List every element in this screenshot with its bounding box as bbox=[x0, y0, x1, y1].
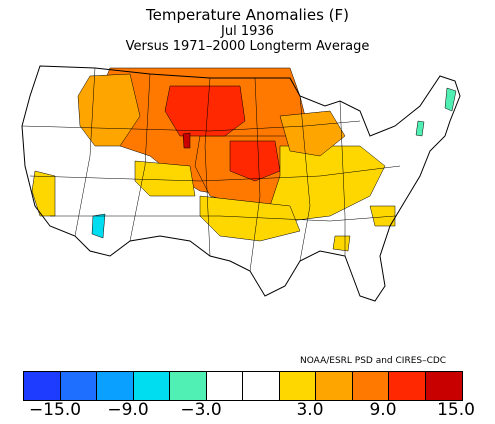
state-boundaries bbox=[21, 67, 401, 272]
region-ohio-valley-warm bbox=[269, 145, 386, 222]
legend-tick-label: −9.0 bbox=[107, 400, 149, 420]
map-baseline: Versus 1971–2000 Longterm Average bbox=[125, 39, 370, 54]
legend-swatch bbox=[389, 372, 426, 400]
legend-swatch bbox=[206, 372, 243, 400]
legend-tick-label: −3.0 bbox=[180, 400, 222, 420]
map-title: Temperature Anomalies (F) bbox=[145, 6, 349, 24]
color-legend bbox=[23, 371, 463, 401]
legend-swatch bbox=[97, 372, 134, 400]
region-iowa-very-hot bbox=[229, 140, 281, 182]
legend-swatch bbox=[60, 372, 97, 400]
map-period: Jul 1936 bbox=[221, 24, 274, 39]
region-wyoming-extreme bbox=[182, 132, 191, 149]
legend-swatch bbox=[170, 372, 207, 400]
region-az-cool bbox=[91, 213, 106, 239]
legend-swatch bbox=[279, 372, 316, 400]
region-ne-cool-1 bbox=[444, 87, 457, 112]
region-east-warm bbox=[369, 205, 396, 227]
region-ne-cool-2 bbox=[415, 120, 425, 137]
legend-swatch bbox=[133, 372, 170, 400]
legend-tick-label: 15.0 bbox=[437, 400, 475, 420]
legend-swatch bbox=[425, 372, 462, 400]
region-southeast-warm bbox=[332, 235, 351, 252]
data-credit: NOAA/ESRL PSD and CIRES–CDC bbox=[300, 356, 447, 366]
region-dakotas-very-hot bbox=[164, 85, 246, 137]
region-west-warm-1 bbox=[31, 170, 56, 217]
legend-tick-label: −15.0 bbox=[28, 400, 82, 420]
us-outline bbox=[21, 65, 461, 302]
us-anomaly-map bbox=[21, 65, 461, 302]
legend-swatch bbox=[24, 372, 61, 400]
legend-tick-label: 9.0 bbox=[369, 400, 397, 420]
legend-swatch bbox=[352, 372, 389, 400]
region-great-lakes-warm bbox=[279, 110, 346, 157]
legend-tick-label: 3.0 bbox=[296, 400, 324, 420]
legend-swatch bbox=[316, 372, 353, 400]
legend-swatch bbox=[243, 372, 280, 400]
region-west-warm-2 bbox=[134, 160, 196, 197]
